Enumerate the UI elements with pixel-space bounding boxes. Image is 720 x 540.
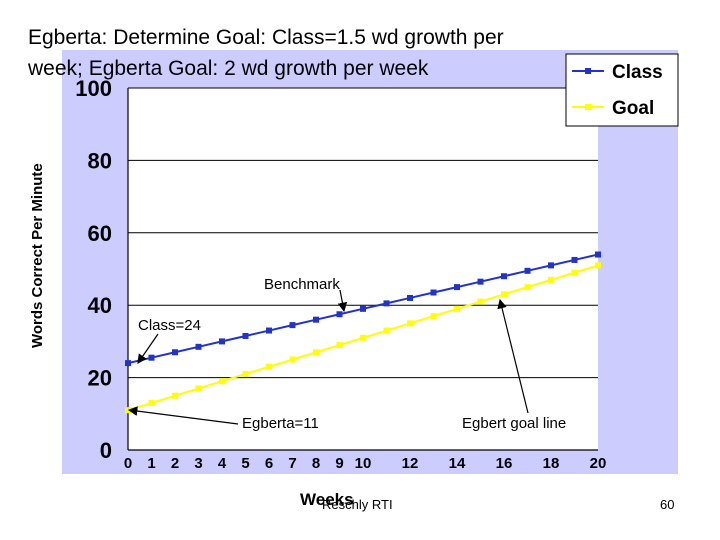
y-tick-label: 40 (88, 293, 112, 318)
data-point-class (430, 289, 437, 296)
data-point-goal (148, 399, 155, 406)
goal-line-arrow (497, 298, 529, 414)
data-point-goal (242, 370, 249, 377)
x-tick-label: 5 (241, 455, 249, 472)
data-point-class (477, 278, 484, 285)
x-tick-label: 10 (355, 455, 372, 472)
data-point-goal (595, 262, 601, 269)
data-point-goal (289, 356, 296, 363)
data-point-class (313, 316, 319, 323)
data-point-class (524, 267, 531, 274)
data-point-class (571, 256, 578, 263)
x-tick-label: 4 (218, 455, 227, 472)
class-arrow (137, 333, 159, 364)
x-tick-label: 12 (402, 455, 419, 472)
data-point-class (195, 343, 202, 350)
footer-source: Reschly RTI (322, 497, 393, 512)
x-tick-label: 0 (124, 455, 132, 472)
y-tick-label: 20 (88, 366, 112, 391)
data-point-goal (360, 334, 366, 341)
data-point-goal (524, 284, 531, 291)
benchmark-arrow (337, 289, 348, 313)
y-tick-label: 100 (75, 76, 112, 101)
x-tick-label: 3 (194, 455, 202, 472)
data-point-goal (313, 349, 319, 356)
egberta-arrow (127, 406, 239, 425)
data-point-goal (548, 276, 554, 283)
chart-title-line-1: Egberta: Determine Goal: Class=1.5 wd gr… (28, 26, 504, 49)
data-point-class (266, 327, 272, 334)
y-axis-label: Words Correct Per Minute (29, 163, 46, 348)
annotation-benchmark: Benchmark (264, 276, 340, 293)
data-point-class (454, 284, 460, 291)
x-tick-label: 8 (312, 455, 320, 472)
data-point-class (219, 338, 225, 345)
annotation-goal-line: Egbert goal line (462, 415, 566, 432)
data-point-goal (430, 313, 437, 320)
legend-class-label: Class (612, 62, 663, 83)
x-tick-label: 18 (543, 455, 560, 472)
legend: Class Goal (565, 53, 679, 127)
x-tick-label: 14 (449, 455, 466, 472)
y-tick-label: 60 (88, 221, 112, 246)
data-point-class (148, 354, 155, 361)
data-point-class (172, 349, 178, 356)
x-tick-label: 6 (265, 455, 273, 472)
x-tick-label: 1 (147, 455, 155, 472)
page-number: 60 (660, 497, 674, 512)
data-point-class (407, 294, 413, 301)
gridlines (127, 87, 598, 451)
x-tick-label: 2 (171, 455, 179, 472)
data-point-class (548, 262, 554, 269)
x-tick-label: 16 (496, 455, 513, 472)
y-ticks: 0 20 40 60 80 100 (75, 76, 112, 463)
data-point-class (242, 332, 249, 339)
y-tick-label: 80 (88, 148, 112, 173)
data-point-goal (195, 385, 202, 392)
x-tick-label: 9 (335, 455, 343, 472)
legend-goal-label: Goal (612, 98, 654, 119)
legend-goal-marker (585, 104, 591, 110)
series-group (125, 251, 601, 414)
annotation-class: Class=24 (138, 317, 201, 334)
annotation-egberta: Egberta=11 (242, 415, 319, 432)
data-point-class (360, 305, 366, 312)
data-point-goal (266, 363, 272, 370)
data-point-goal (477, 298, 484, 305)
data-point-goal (172, 392, 178, 399)
y-tick-label: 0 (100, 438, 112, 463)
x-axis-label: Weeks (300, 490, 354, 509)
data-point-goal (219, 378, 225, 385)
data-point-goal (336, 342, 343, 349)
data-point-class (289, 322, 296, 329)
x-tick-label: 7 (288, 455, 296, 472)
data-point-class (383, 300, 390, 307)
x-ticks: 0 1 2 3 4 5 6 7 8 9 10 12 14 16 18 20 (124, 455, 607, 472)
data-point-class (501, 273, 507, 280)
x-tick-label: 20 (590, 455, 607, 472)
legend-class-marker (585, 68, 591, 74)
data-point-goal (501, 291, 507, 298)
chart-title-line-2: week; Egberta Goal: 2 wd growth per week (27, 57, 429, 80)
data-point-goal (454, 305, 460, 312)
data-point-class (595, 251, 601, 258)
data-point-goal (407, 320, 413, 327)
legend-box (565, 53, 679, 127)
data-point-class (125, 360, 131, 367)
data-point-goal (383, 327, 390, 334)
data-point-goal (571, 269, 578, 276)
plot-area (128, 88, 598, 450)
data-point-class (336, 311, 343, 318)
